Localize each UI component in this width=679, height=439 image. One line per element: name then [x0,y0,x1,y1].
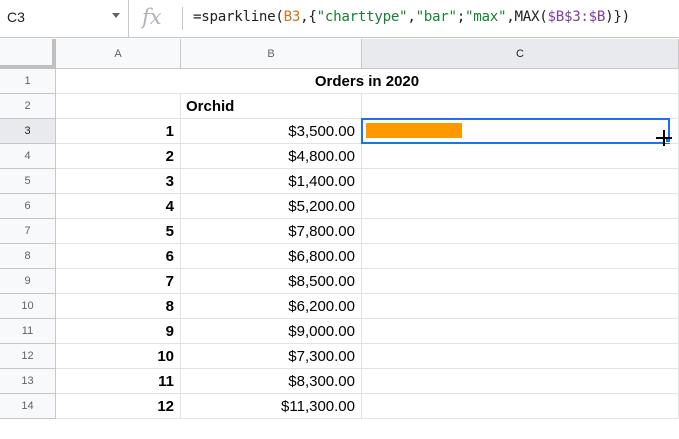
formula-input[interactable]: =sparkline(B3,{"charttype","bar";"max",M… [193,9,630,25]
name-box-value: C3 [7,9,25,25]
amount-cell[interactable]: $6,800.00 [181,244,362,269]
row-header[interactable]: 1 [0,69,56,94]
formula-token: )}) [605,9,630,25]
order-index-cell[interactable]: 12 [56,394,181,419]
order-index-cell[interactable]: 5 [56,219,181,244]
formula-bar: C3 fx =sparkline(B3,{"charttype","bar";"… [0,0,679,38]
amount-cell[interactable]: $11,300.00 [181,394,362,419]
sparkline-bar [366,123,462,138]
formula-token: B3 [283,9,301,25]
cell[interactable] [362,294,679,319]
cell[interactable] [362,94,679,119]
amount-cell[interactable]: $8,300.00 [181,369,362,394]
formula-token: ,{ [300,9,317,25]
formula-token: =sparkline( [193,9,284,25]
cell[interactable] [362,394,679,419]
column-header-a[interactable]: A [56,39,181,69]
order-index-cell[interactable]: 11 [56,369,181,394]
row-header[interactable]: 5 [0,169,56,194]
row-header[interactable]: 2 [0,94,56,119]
formula-token: $B$3:$B [547,9,606,25]
row-header[interactable]: 6 [0,194,56,219]
formula-token: ,MAX( [506,9,548,25]
cell[interactable] [56,94,181,119]
amount-cell[interactable]: $7,800.00 [181,219,362,244]
select-all-corner[interactable] [0,39,56,69]
row-header[interactable]: 7 [0,219,56,244]
cell[interactable] [362,244,679,269]
cell[interactable] [362,194,679,219]
cell[interactable] [362,269,679,294]
cell[interactable] [362,219,679,244]
row-header[interactable]: 14 [0,394,56,419]
column-header-c[interactable]: C [362,39,679,69]
cell[interactable] [362,369,679,394]
formula-divider [182,7,183,30]
row-header[interactable]: 13 [0,369,56,394]
order-index-cell[interactable]: 8 [56,294,181,319]
row-header[interactable]: 10 [0,294,56,319]
order-index-cell[interactable]: 2 [56,144,181,169]
formula-token: "charttype" [316,9,408,25]
amount-cell[interactable]: $1,400.00 [181,169,362,194]
cell[interactable] [362,319,679,344]
formula-token: ; [456,9,466,25]
cell[interactable] [362,144,679,169]
row-header[interactable]: 8 [0,244,56,269]
amount-cell[interactable]: $6,200.00 [181,294,362,319]
order-index-cell[interactable]: 3 [56,169,181,194]
row-header[interactable]: 4 [0,144,56,169]
row-header[interactable]: 9 [0,269,56,294]
formula-token: "max" [465,9,507,25]
column-header-b[interactable]: B [181,39,362,69]
row-header[interactable]: 11 [0,319,56,344]
amount-cell[interactable]: $9,000.00 [181,319,362,344]
formula-token: "bar" [415,9,458,25]
order-index-cell[interactable]: 7 [56,269,181,294]
row-header[interactable]: 12 [0,344,56,369]
cell[interactable] [362,344,679,369]
amount-cell[interactable]: $3,500.00 [181,119,362,144]
formula-token: , [407,9,416,25]
order-index-cell[interactable]: 4 [56,194,181,219]
amount-cell[interactable]: $7,300.00 [181,344,362,369]
order-index-cell[interactable]: 1 [56,119,181,144]
cell[interactable] [362,169,679,194]
order-index-cell[interactable]: 6 [56,244,181,269]
crosshair-cursor-icon [656,137,672,139]
order-index-cell[interactable]: 9 [56,319,181,344]
chevron-down-icon[interactable] [112,13,120,18]
amount-cell[interactable]: $8,500.00 [181,269,362,294]
fx-icon: fx [142,5,162,29]
column-title-orchid[interactable]: Orchid [181,94,362,119]
spreadsheet-grid[interactable]: A B C 1 Orders in 2020 2 Orchid 3 1 $3,500.00 4 2 $4… [0,39,679,439]
row-header[interactable]: 3 [0,119,56,144]
sheet-title[interactable]: Orders in 2020 [56,69,679,94]
amount-cell[interactable]: $4,800.00 [181,144,362,169]
order-index-cell[interactable]: 10 [56,344,181,369]
name-box[interactable]: C3 [0,0,129,37]
amount-cell[interactable]: $5,200.00 [181,194,362,219]
